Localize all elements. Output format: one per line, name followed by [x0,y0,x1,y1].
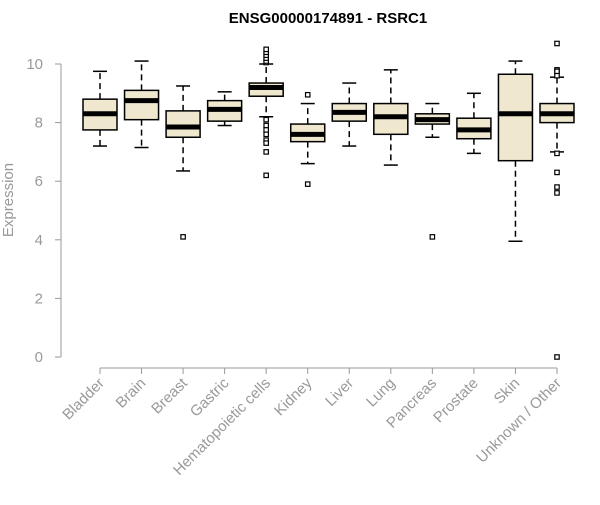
outlier-point [263,127,269,133]
y-tick-label: 8 [35,115,43,132]
outlier-point [263,131,269,138]
x-tick-label: Liver [322,375,357,410]
x-tick-label: Lung [363,375,399,411]
outlier-point [554,354,560,360]
outlier-point [263,172,269,179]
box-group [414,102,451,240]
box [497,73,534,162]
box [165,110,201,138]
outlier-point [554,68,560,75]
plot-area [82,40,575,360]
outlier-point [180,234,186,240]
x-tick-label: Kidney [271,374,316,419]
outlier-point [304,181,311,187]
box-group [248,46,284,179]
y-axis: 0 2 4 6 8 10 [26,56,62,366]
outlier-point [263,140,269,146]
outlier-point [554,190,560,196]
box-group [373,69,409,166]
outlier-point [304,91,311,98]
outlier-point [554,72,560,79]
y-axis-label: Expression [0,163,17,237]
outlier-point [554,169,560,176]
box-group [497,60,534,243]
outlier-point [554,40,560,47]
x-tick-label: Prostate [430,375,482,427]
x-tick-label: Breast [148,374,191,417]
y-tick-label: 2 [35,290,43,307]
box-group [539,40,575,360]
box-group [165,85,201,240]
box [123,89,160,121]
x-tick-label: Bladder [59,375,108,424]
y-tick-label: 0 [35,349,43,366]
x-tick-label: Brain [113,375,150,412]
outlier-point [554,184,560,190]
outlier-point [429,234,436,240]
box-group [331,82,368,147]
box-group [82,70,118,147]
y-tick-label: 10 [26,56,43,73]
y-tick-label: 4 [35,232,43,249]
x-tick-label: Skin [491,375,524,408]
outlier-point [263,149,269,155]
box-group [206,91,243,127]
box-group [289,91,326,187]
box-group [123,60,160,149]
outlier-point [263,122,269,129]
chart-title: ENSG00000174891 - RSRC1 [229,10,427,27]
outlier-point [263,46,269,53]
outlier-point [554,150,560,157]
box-group [456,92,492,155]
outlier-point [263,116,269,123]
y-tick-label: 6 [35,173,43,190]
